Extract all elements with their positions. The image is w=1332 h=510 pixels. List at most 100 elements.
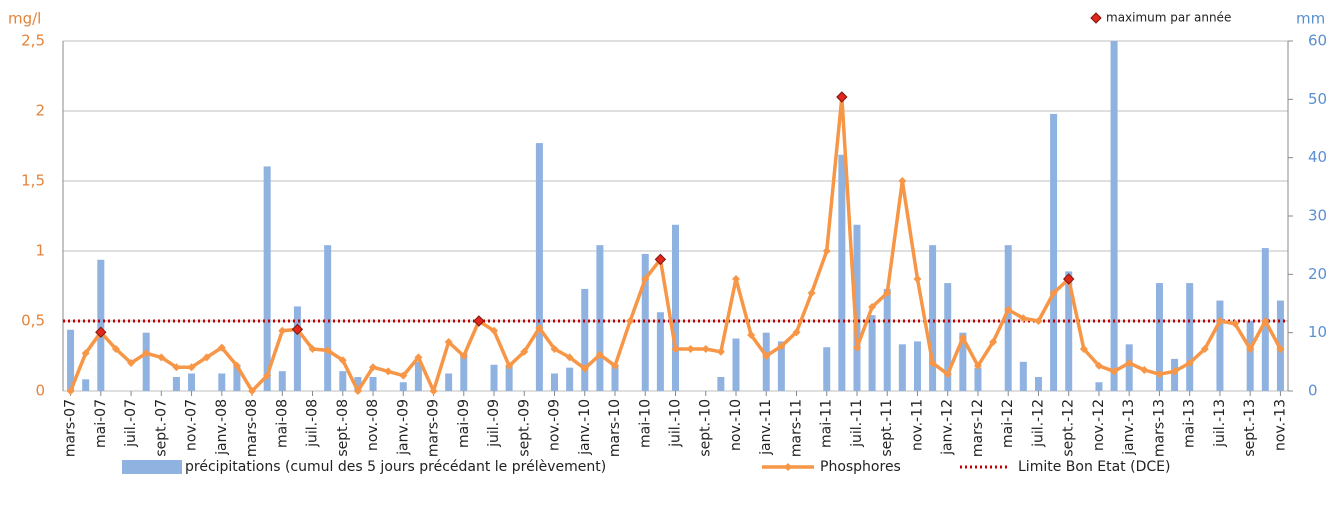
x-tick-label: sept.-07: [153, 399, 169, 457]
x-tick-label: nov.-08: [365, 399, 381, 451]
x-tick-label: juil.-11: [849, 399, 865, 448]
line-marker: [459, 352, 468, 360]
line-marker: [1034, 317, 1043, 325]
bar: [581, 288, 589, 391]
line-marker: [1215, 317, 1224, 325]
bar: [732, 338, 740, 391]
x-tick-label: mars-08: [244, 399, 260, 457]
line-marker: [369, 363, 378, 372]
bar: [339, 371, 347, 391]
y2-tick-label: 50: [1308, 90, 1327, 108]
y2-axis-label: mm: [1296, 10, 1325, 28]
x-tick-label: juil.-13: [1212, 399, 1228, 448]
bar: [1155, 283, 1163, 391]
y-tick-label: 1,5: [21, 172, 45, 190]
legend-label: Limite Bon Etat (DCE): [1018, 459, 1170, 475]
x-tick-label: sept.-08: [335, 399, 351, 457]
bar: [1019, 361, 1027, 391]
line-marker: [1079, 345, 1088, 353]
bar: [672, 224, 679, 391]
line-marker: [1261, 317, 1270, 325]
line-marker: [308, 345, 317, 353]
bar: [913, 341, 921, 391]
bar: [97, 259, 105, 391]
bar: [1125, 344, 1133, 391]
bar: [898, 344, 906, 391]
x-tick-label: mai-12: [1000, 399, 1016, 448]
bar: [838, 154, 846, 391]
y2-tick-label: 40: [1308, 148, 1327, 166]
legend-label: précipitations (cumul des 5 jours précéd…: [185, 459, 606, 475]
bar: [944, 283, 952, 391]
line-marker: [550, 345, 559, 353]
line-marker: [1110, 367, 1119, 376]
line-marker: [414, 353, 423, 362]
line-marker: [338, 356, 347, 365]
y-tick-label: 0,5: [21, 312, 45, 330]
x-tick-label: juil.-10: [668, 399, 684, 448]
line-marker: [263, 371, 272, 380]
line-marker: [1140, 366, 1149, 374]
bar: [959, 332, 967, 391]
y2-tick-label: 20: [1308, 265, 1327, 283]
y-tick-label: 2,5: [21, 32, 45, 50]
line-marker: [1094, 361, 1103, 370]
line-marker: [384, 367, 393, 376]
y2-tick-label: 60: [1308, 32, 1327, 50]
bar: [67, 329, 75, 391]
x-tick-label: sept.-11: [879, 399, 895, 457]
line-marker: [127, 359, 136, 367]
x-tick-label: mai-08: [274, 399, 290, 448]
x-tick-label: nov.-13: [1272, 399, 1288, 451]
bar: [566, 367, 574, 391]
y-axis-label: mg/l: [8, 10, 41, 28]
y-tick-label: 2: [35, 102, 45, 120]
bar: [641, 253, 649, 391]
bar: [188, 373, 196, 391]
bar: [656, 312, 664, 391]
x-tick-label: janv.-10: [577, 399, 593, 456]
line-marker: [202, 353, 211, 362]
line-marker: [1019, 314, 1028, 323]
line-marker: [565, 353, 574, 362]
y2-tick-label: 10: [1308, 323, 1327, 341]
x-tick-label: mars-07: [63, 399, 79, 457]
bar: [551, 373, 559, 391]
bar: [505, 365, 513, 391]
line-marker: [157, 353, 166, 362]
bar: [717, 377, 725, 391]
max-marker: [291, 323, 304, 336]
line-marker: [822, 247, 831, 255]
bar: [354, 377, 362, 391]
bar: [82, 379, 90, 391]
legend-label: maximum par année: [1106, 11, 1231, 25]
line-marker: [958, 333, 967, 342]
line-marker: [1004, 305, 1013, 314]
x-tick-label: nov.-09: [547, 399, 563, 451]
line-marker: [111, 345, 120, 353]
max-marker: [473, 315, 485, 327]
line-marker: [898, 177, 907, 185]
line-marker: [535, 324, 544, 332]
bar: [490, 364, 498, 391]
line-marker: [762, 352, 771, 360]
line-marker: [1185, 359, 1194, 367]
x-tick-label: mars-10: [607, 399, 623, 457]
line-marker: [81, 349, 90, 358]
line-marker: [1155, 370, 1164, 379]
line-marker: [611, 361, 620, 370]
line-marker: [1170, 367, 1179, 376]
line-marker: [973, 361, 982, 370]
line-marker: [913, 275, 922, 283]
line-marker: [1200, 345, 1209, 353]
x-tick-label: mars-11: [788, 399, 804, 457]
legend-swatch: [122, 460, 182, 474]
y2-tick-label: 30: [1308, 207, 1327, 225]
x-tick-label: mai-11: [819, 399, 835, 448]
line-marker: [883, 289, 892, 297]
line-marker: [490, 326, 499, 335]
bar: [1246, 321, 1254, 391]
bar: [263, 166, 271, 391]
x-tick-label: nov.-12: [1091, 399, 1107, 451]
